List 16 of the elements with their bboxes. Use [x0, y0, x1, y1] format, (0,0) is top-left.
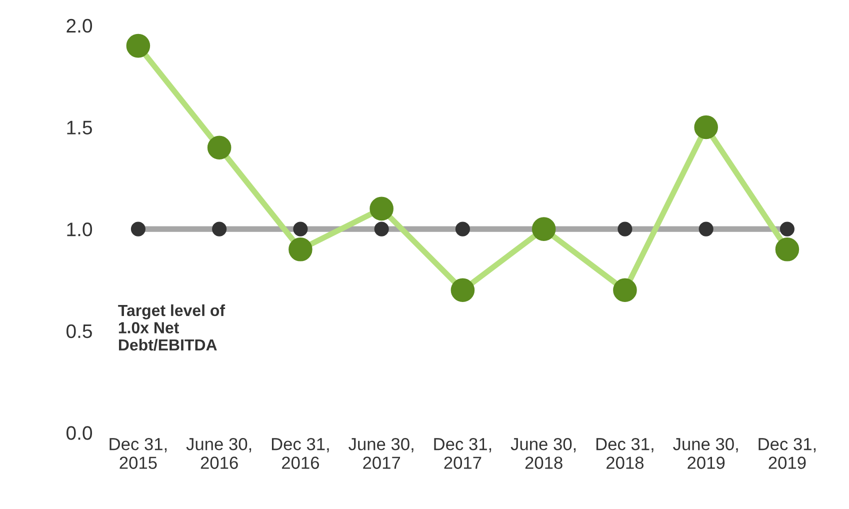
y-tick-label: 0.5	[66, 324, 92, 338]
x-tick-label: Dec 31, 2015	[110, 438, 167, 469]
x-tick-label: Dec 31, 2017	[434, 438, 492, 469]
x-tick-label: Dec 31, 2016	[272, 438, 329, 469]
point	[532, 217, 556, 241]
y-tick-label: 0.0	[66, 426, 92, 440]
y-tick-label: 1.5	[67, 120, 92, 134]
annotation: Target level of 1.0x Net Debt/EBITDA	[118, 304, 226, 351]
y-tick-label: 1.0	[67, 222, 92, 236]
y-tick-label: 2.0	[66, 18, 92, 33]
x-tick-label: June 30, 2019	[673, 438, 738, 469]
x-tick-label: June 30, 2018	[510, 438, 576, 469]
x-tick-label: June 30, 2016	[186, 438, 252, 469]
x-tick-label: Dec 31, 2018	[596, 438, 654, 469]
x-tick-label: Dec 31, 2019	[758, 438, 816, 469]
x-tick-label: June 30, 2017	[348, 438, 414, 469]
